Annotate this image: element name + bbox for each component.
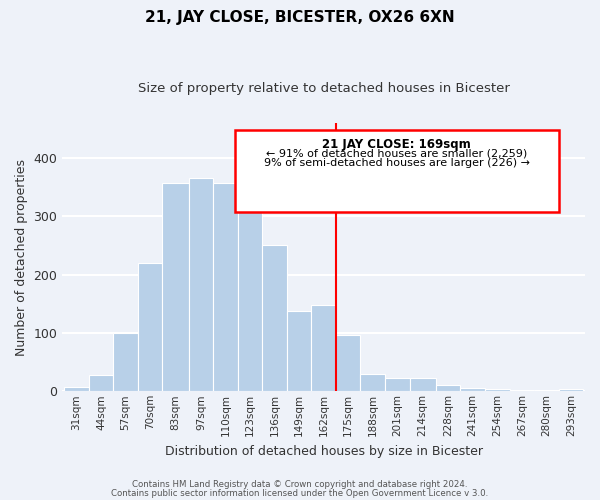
Bar bbox=[189, 178, 213, 392]
Bar bbox=[509, 390, 534, 392]
Bar bbox=[89, 375, 113, 392]
Bar bbox=[287, 311, 311, 392]
Bar bbox=[410, 378, 436, 392]
Bar bbox=[64, 386, 89, 392]
Text: 21 JAY CLOSE: 169sqm: 21 JAY CLOSE: 169sqm bbox=[322, 138, 471, 151]
Text: Contains HM Land Registry data © Crown copyright and database right 2024.: Contains HM Land Registry data © Crown c… bbox=[132, 480, 468, 489]
Bar bbox=[163, 182, 189, 392]
Text: 9% of semi-detached houses are larger (226) →: 9% of semi-detached houses are larger (2… bbox=[264, 158, 530, 168]
Bar bbox=[213, 182, 238, 392]
FancyBboxPatch shape bbox=[235, 130, 559, 212]
Bar bbox=[311, 305, 336, 392]
Text: 21, JAY CLOSE, BICESTER, OX26 6XN: 21, JAY CLOSE, BICESTER, OX26 6XN bbox=[145, 10, 455, 25]
Bar bbox=[336, 334, 361, 392]
Y-axis label: Number of detached properties: Number of detached properties bbox=[15, 158, 28, 356]
Bar bbox=[460, 388, 485, 392]
Bar bbox=[361, 374, 385, 392]
Bar bbox=[262, 246, 287, 392]
Text: Contains public sector information licensed under the Open Government Licence v : Contains public sector information licen… bbox=[112, 488, 488, 498]
Bar bbox=[534, 390, 559, 392]
Bar bbox=[485, 389, 509, 392]
X-axis label: Distribution of detached houses by size in Bicester: Distribution of detached houses by size … bbox=[164, 444, 482, 458]
Bar bbox=[385, 378, 410, 392]
Bar bbox=[436, 385, 460, 392]
Bar bbox=[559, 389, 583, 392]
Bar bbox=[138, 263, 163, 392]
Text: ← 91% of detached houses are smaller (2,259): ← 91% of detached houses are smaller (2,… bbox=[266, 148, 527, 158]
Bar bbox=[113, 333, 138, 392]
Title: Size of property relative to detached houses in Bicester: Size of property relative to detached ho… bbox=[138, 82, 509, 96]
Bar bbox=[238, 190, 262, 392]
